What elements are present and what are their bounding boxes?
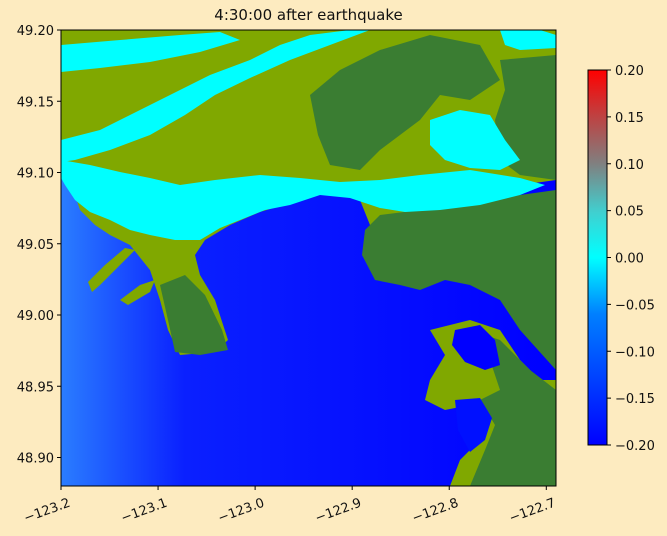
colorbar-tick-label: −0.10 (615, 345, 655, 360)
flooded-lowland-west (61, 160, 545, 240)
y-tick-label: 49.00 (17, 309, 54, 324)
x-tick-label: −122.7 (507, 496, 557, 527)
northeast-channel (500, 30, 556, 50)
birch-bay-water (455, 398, 492, 452)
colorbar-tick-label: −0.20 (615, 439, 655, 454)
x-tick-label: −123.2 (22, 496, 72, 527)
map-raster (61, 30, 556, 486)
colorbar-tick-label: −0.05 (615, 298, 655, 313)
x-tick-label: −122.9 (313, 496, 363, 527)
boundary-bay-channel (430, 110, 520, 170)
y-axis: 49.20 49.15 49.10 49.05 49.00 48.95 48.90 (17, 24, 61, 467)
y-tick-label: 48.95 (17, 380, 54, 395)
roberts-bank-jetty (88, 248, 135, 292)
fraser-river-channel (61, 30, 370, 162)
plot-frame (60, 29, 557, 487)
ferry-terminal-jetty (120, 280, 155, 305)
x-tick-label: −122.8 (410, 496, 460, 527)
colorbar-tick-label: 0.00 (615, 252, 644, 267)
x-tick-label: −123.0 (216, 496, 266, 527)
semiahmoo-bay-water (452, 325, 500, 370)
colorbar-tick-label: 0.20 (615, 64, 644, 79)
colorbar-tick-label: 0.05 (615, 205, 644, 220)
x-tick-label: −123.1 (119, 496, 169, 527)
highland-tsawwassen (160, 275, 228, 355)
map-title: 4:30:00 after earthquake (214, 6, 403, 24)
colorbar-tick-label: −0.15 (615, 392, 655, 407)
y-tick-label: 48.90 (17, 452, 54, 467)
colorbar-tick-label: 0.10 (615, 158, 644, 173)
highland-south (470, 330, 556, 486)
highland-east (362, 190, 556, 370)
x-axis: −123.2 −123.1 −123.0 −122.9 −122.8 −122.7 (22, 486, 558, 526)
colorbar (587, 69, 608, 446)
highland-north (310, 35, 500, 170)
y-tick-label: 49.20 (17, 24, 54, 39)
colorbar-tick-label: 0.15 (615, 111, 644, 126)
colorbar-axis: 0.20 0.15 0.10 0.05 0.00 −0.05 −0.10 −0.15 −0.20 (607, 64, 655, 454)
north-channel (61, 32, 240, 72)
y-tick-label: 49.05 (17, 238, 54, 253)
y-tick-label: 49.10 (17, 167, 54, 182)
y-tick-label: 49.15 (17, 95, 54, 110)
